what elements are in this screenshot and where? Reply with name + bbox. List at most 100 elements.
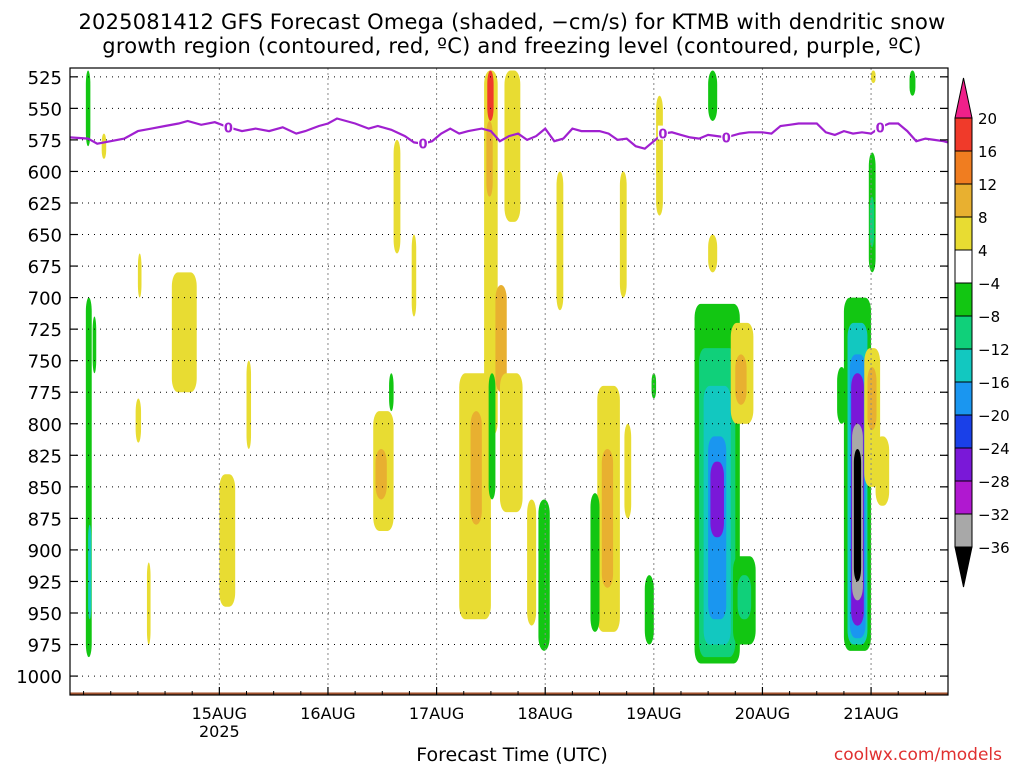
freezing-level-line: [70, 117, 948, 150]
colorbar-label: −24: [978, 440, 1010, 458]
x-tick-label: 20AUG: [735, 704, 790, 723]
omega-region: [556, 171, 564, 311]
omega-region: [708, 234, 718, 273]
omega-region: [708, 70, 718, 121]
omega-region: [853, 448, 862, 582]
colorbar-bin: [954, 282, 973, 317]
plot-area: [70, 70, 948, 695]
omega-region: [538, 499, 550, 651]
y-tick-label: 775: [28, 383, 62, 404]
omega-region: [495, 284, 507, 393]
omega-region: [246, 360, 252, 449]
colorbar-label: −8: [978, 308, 1000, 326]
colorbar-label: 4: [978, 242, 988, 260]
omega-region: [486, 120, 493, 197]
chart-title-line-1: 2025081412 GFS Forecast Omega (shaded, −…: [78, 10, 946, 34]
colorbar-label: −16: [978, 374, 1010, 392]
y-tick-label: 800: [28, 415, 62, 436]
omega-region: [590, 493, 600, 632]
colorbar-bin: [954, 447, 973, 482]
colorbar-bin: [954, 414, 973, 449]
y-tick-label: 900: [28, 541, 62, 562]
y-tick-label: 925: [28, 572, 62, 593]
colorbar-bin: [954, 150, 973, 185]
x-tick-label: 15AUG: [192, 704, 247, 723]
x-tick-label: 17AUG: [409, 704, 464, 723]
y-tick-label: 850: [28, 478, 62, 499]
freezing-level-label-bg: [875, 119, 886, 134]
y-tick-label: 825: [28, 446, 62, 467]
omega-region: [219, 474, 236, 607]
colorbar-bin: [954, 249, 973, 284]
y-tick-label: 575: [28, 131, 62, 152]
colorbar: 20 16 12 8 4 −4 −8 −12 −16 −20 −24 −28 −32 −36: [954, 77, 1010, 588]
omega-region: [656, 95, 663, 216]
colorbar-bin: [954, 315, 973, 350]
omega-region: [869, 196, 875, 248]
colorbar-bin: [954, 216, 973, 251]
omega-region: [92, 316, 97, 374]
x-tick-sublabel: 2025: [199, 722, 240, 741]
y-axis: 525 550 575 600 625 650 675 700 725 750 775 800 825 8…: [16, 68, 948, 688]
x-tick-label: 16AUG: [300, 704, 355, 723]
freezing-level-label-bg: [657, 125, 668, 140]
omega-region: [527, 499, 537, 626]
omega-region: [411, 234, 417, 317]
plot-frame: [69, 67, 949, 696]
omega-region: [389, 373, 394, 412]
colorbar-label: −20: [978, 407, 1010, 425]
omega-region: [393, 139, 401, 254]
omega-region: [137, 253, 142, 298]
colorbar-bin: [954, 513, 973, 548]
ground-surface: [70, 692, 948, 695]
omega-region: [601, 448, 614, 588]
colorbar-label: −36: [978, 539, 1010, 557]
x-tick-label: 21AUG: [843, 704, 898, 723]
y-tick-label: 725: [28, 320, 62, 341]
y-tick-label: 700: [28, 289, 62, 310]
freezing-level-label-bg: [721, 129, 732, 144]
omega-region: [735, 354, 747, 405]
omega-region: [88, 524, 92, 620]
colorbar-label: −28: [978, 473, 1010, 491]
x-tick-label: 18AUG: [517, 704, 572, 723]
omega-region: [487, 70, 494, 121]
colorbar-bin: [954, 183, 973, 218]
colorbar-label: −12: [978, 341, 1010, 359]
y-tick-label: 650: [28, 226, 62, 247]
chart-title-line-2: growth region (contoured, red, ºC) and f…: [102, 34, 922, 58]
y-tick-label: 950: [28, 604, 62, 625]
omega-region: [875, 436, 890, 506]
freezing-level-label: 0: [722, 131, 731, 146]
y-tick-label: 875: [28, 509, 62, 530]
omega-region: [504, 70, 521, 222]
omega-region: [867, 366, 877, 431]
colorbar-bin: [954, 480, 973, 515]
omega-region: [101, 133, 107, 159]
colorbar-label: 12: [978, 176, 997, 194]
colorbar-bottom-arrow: [954, 546, 973, 588]
source-credit: coolwx.com/models: [833, 745, 1002, 765]
colorbar-label: 20: [978, 110, 997, 128]
x-axis-title: Forecast Time (UTC): [416, 744, 608, 766]
omega-region: [737, 575, 752, 620]
omega-region: [135, 398, 142, 443]
freezing-level-contour: 0 0 0 0 0: [70, 117, 948, 153]
colorbar-label: 16: [978, 143, 997, 161]
y-tick-label: 1000: [16, 667, 62, 688]
colorbar-bin: [954, 348, 973, 383]
omega-region: [146, 562, 151, 645]
omega-region: [470, 411, 482, 525]
freezing-level-label-bg: [418, 135, 429, 150]
colorbar-label: −4: [978, 275, 1000, 293]
omega-region: [619, 171, 627, 298]
freezing-level-label: 0: [224, 121, 233, 136]
freezing-level-label: 0: [658, 128, 667, 143]
omega-region: [488, 373, 496, 500]
omega-region: [375, 448, 387, 500]
freezing-level-label: 0: [876, 121, 885, 136]
colorbar-top-arrow: [954, 77, 973, 119]
omega-region: [710, 461, 724, 538]
y-tick-label: 525: [28, 68, 62, 89]
